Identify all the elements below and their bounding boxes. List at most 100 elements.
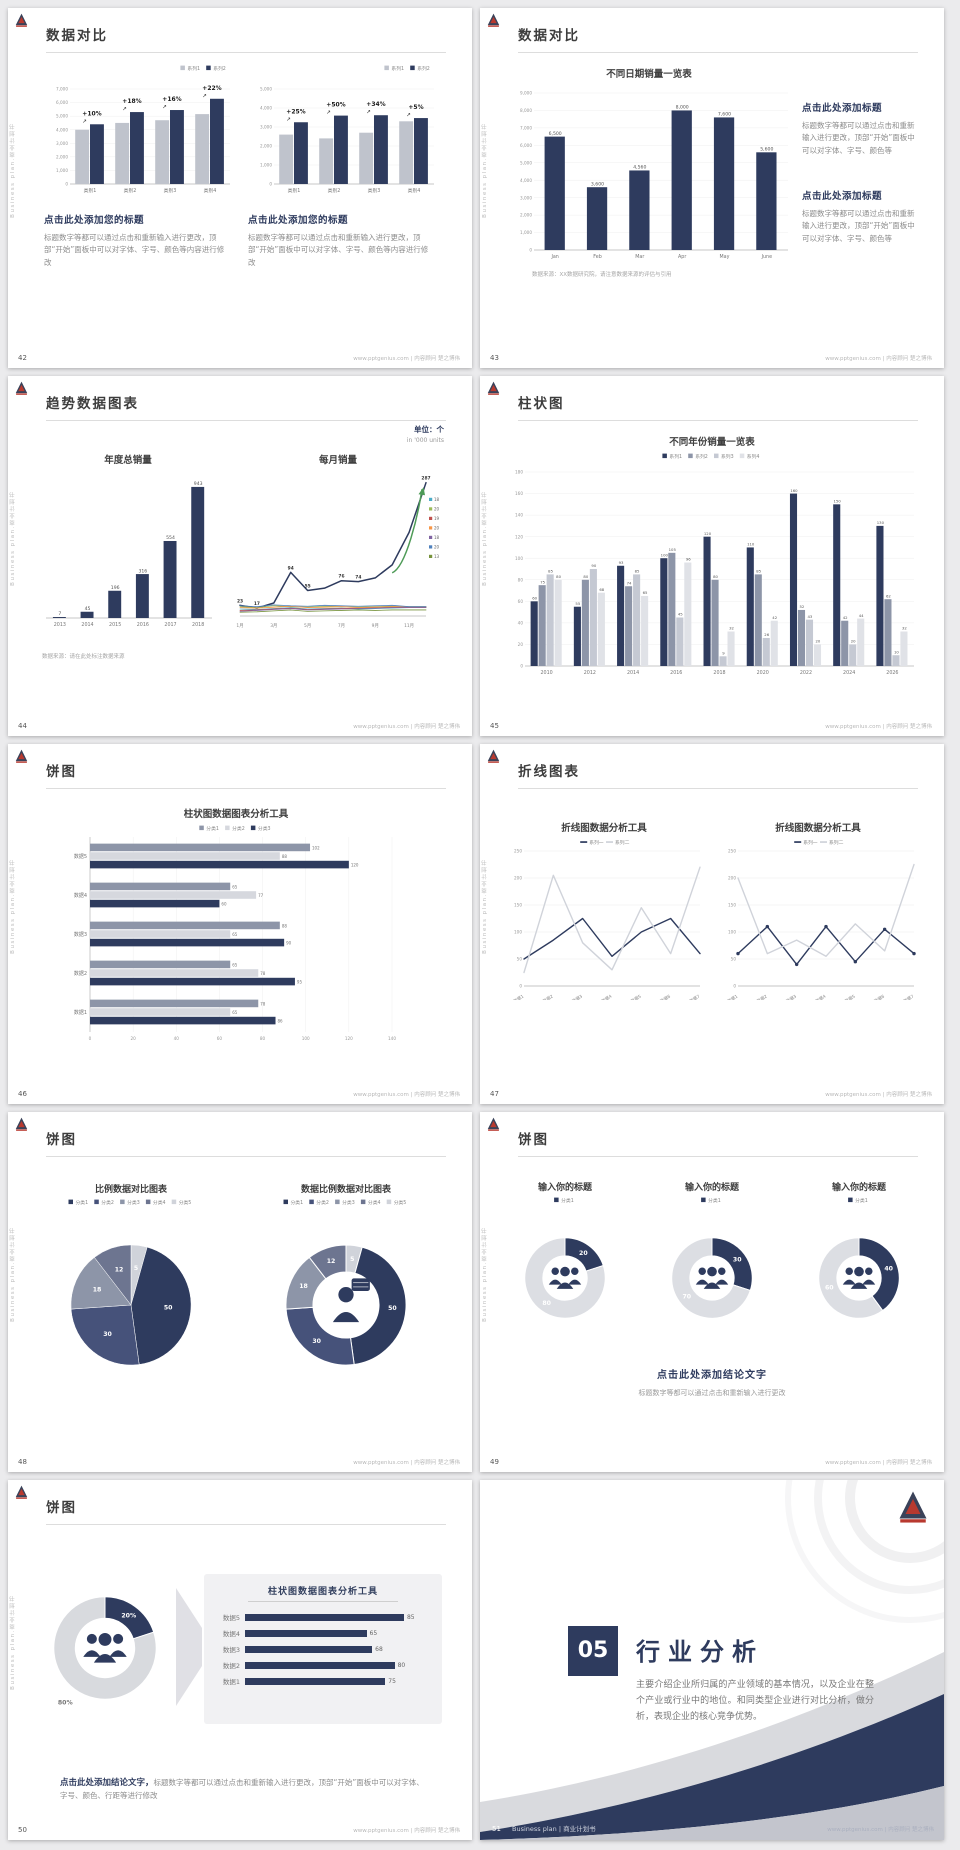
logo-icon xyxy=(15,1117,28,1131)
svg-text:Apr: Apr xyxy=(678,254,686,260)
svg-text:40: 40 xyxy=(174,1036,180,1041)
row-label: 数据4 xyxy=(222,1630,240,1638)
svg-text:数据4: 数据4 xyxy=(74,892,87,899)
svg-text:0: 0 xyxy=(65,182,68,187)
donut-chart: 数据比例数据对比图表 分类1 分类2 分类3 分类4 分类5 5 50 30 18 12 xyxy=(246,1182,446,1400)
block-body: 标题数字等都可以通过点击和重新输入进行更改，顶部“开始”面板中可以对字体、字号、… xyxy=(802,209,915,243)
svg-text:110: 110 xyxy=(747,542,755,547)
svg-text:June: June xyxy=(761,254,772,260)
chart-canvas: 年度总销量 2013 7 2014 45 2015 196 2016 316 2017 554 201… xyxy=(46,454,212,628)
slide-46[interactable]: Business plan.商业计划书 饼图 柱状图数据图表分析工具 分类1 分类2… xyxy=(8,744,472,1104)
svg-text:分类1: 分类1 xyxy=(291,1199,304,1206)
svg-text:160: 160 xyxy=(515,491,523,496)
svg-text:75: 75 xyxy=(540,579,545,584)
slide-47[interactable]: Business plan.商业计划书 折线图表 折线图数据分析工具 系列一 系列二… xyxy=(480,744,944,1104)
conclusion-heading: 点击此处添加结论文字 xyxy=(657,1370,767,1381)
svg-text:0: 0 xyxy=(529,248,532,253)
svg-text:输入你的标题: 输入你的标题 xyxy=(685,1181,740,1193)
sidebar-vertical-text: Business plan.商业计划书 xyxy=(10,1594,16,1690)
grouped-bar-chart-right: 系列1 系列2 0 1,000 2,000 3,000 4,000 5,000 类别1 +25% ↗… xyxy=(248,64,436,196)
svg-text:120: 120 xyxy=(351,862,359,867)
svg-text:May: May xyxy=(720,254,730,260)
svg-text:52: 52 xyxy=(800,604,805,609)
svg-text:100: 100 xyxy=(514,930,522,935)
svg-text:42: 42 xyxy=(772,615,777,620)
svg-text:↗: ↗ xyxy=(82,119,87,125)
slide-45[interactable]: Business plan.商业计划书 柱状图 不同年份销量一览表 系列1 系列2 系… xyxy=(480,376,944,736)
svg-text:105: 105 xyxy=(669,547,677,552)
svg-text:数据6: 数据6 xyxy=(659,993,672,1000)
conclusion-bold: 点击此处添加结论文字， xyxy=(60,1778,154,1788)
svg-text:50: 50 xyxy=(388,1305,397,1312)
title-divider xyxy=(518,1156,918,1157)
slide-title: 柱状图 xyxy=(518,396,565,412)
svg-text:9,000: 9,000 xyxy=(520,91,532,96)
slide-44[interactable]: Business plan.商业计划书 趋势数据图表 单位：个 in '000 … xyxy=(8,376,472,736)
sidebar-vertical-text: Business plan.商业计划书 xyxy=(482,490,488,586)
svg-text:287: 287 xyxy=(421,476,430,482)
svg-text:1,000: 1,000 xyxy=(56,168,68,173)
logo-icon xyxy=(487,1117,500,1131)
svg-text:20: 20 xyxy=(579,1250,588,1257)
row-value: 75 xyxy=(388,1677,396,1685)
svg-text:9月: 9月 xyxy=(372,623,379,629)
slide-title: 趋势数据图表 xyxy=(46,396,139,412)
footer-site: www.pptgenius.com | 内容顾问 楚之博伟 xyxy=(353,1828,460,1834)
svg-text:12: 12 xyxy=(115,1267,124,1274)
sidebar-vertical-text: Business plan.商业计划书 xyxy=(482,122,488,218)
svg-text:数据6: 数据6 xyxy=(873,993,886,1000)
svg-text:数据3: 数据3 xyxy=(74,931,87,938)
page-number: 48 xyxy=(18,1458,27,1466)
svg-text:196: 196 xyxy=(111,585,120,591)
svg-text:140: 140 xyxy=(515,513,523,518)
svg-text:+22%: +22% xyxy=(202,85,221,92)
svg-text:65: 65 xyxy=(643,590,648,595)
grouped-bar-chart-left: 系列1 系列2 0 1,000 2,000 3,000 4,000 5,000 6,000 7,0… xyxy=(44,64,232,196)
svg-text:96: 96 xyxy=(686,557,691,562)
svg-text:系列2: 系列2 xyxy=(213,65,226,72)
bar-chart-daily-sales: 不同日期销量一览表 0 1,000 2,000 3,000 4,000 5,000 6,000… xyxy=(508,66,790,262)
svg-text:76: 76 xyxy=(338,574,344,580)
row-bars: 数据5 85 数据4 65 数据3 68 数据2 80 数据1 75 xyxy=(204,1609,442,1689)
svg-text:10: 10 xyxy=(894,649,899,654)
svg-text:55: 55 xyxy=(305,583,311,589)
svg-text:5: 5 xyxy=(134,1265,138,1272)
sidebar-vertical-text: Business plan.商业计划书 xyxy=(10,490,16,586)
slide-49[interactable]: Business plan.商业计划书 饼图 输入你的标题 分类1 20 80 输入你… xyxy=(480,1112,944,1472)
svg-text:数据1: 数据1 xyxy=(74,1009,87,1016)
svg-text:60: 60 xyxy=(532,596,537,601)
svg-text:分类4: 分类4 xyxy=(153,1199,166,1206)
svg-text:系列3: 系列3 xyxy=(721,453,734,460)
slide-51-section-divider[interactable]: 05 行业分析 主要介绍企业所归属的产业领域的基本情况，以及企业在整个产业或行业… xyxy=(480,1480,944,1840)
slide-43[interactable]: Business plan.商业计划书 数据对比 不同日期销量一览表 0 1,000… xyxy=(480,8,944,368)
chart-canvas: 系列1 系列2 0 1,000 2,000 3,000 4,000 5,000 类别1 +25% ↗… xyxy=(260,65,434,194)
conclusion-rest: 标题数字等都可以通过点击和重新输入进行更改，顶部“开始”面板中可以对字体、字号、… xyxy=(60,1778,424,1801)
svg-text:20%: 20% xyxy=(121,1612,136,1619)
svg-text:30: 30 xyxy=(103,1331,112,1338)
svg-text:88: 88 xyxy=(282,854,288,859)
svg-text:20: 20 xyxy=(518,642,524,647)
svg-text:类别2: 类别2 xyxy=(124,187,137,194)
chart-canvas: 系列1 系列2 0 1,000 2,000 3,000 4,000 5,000 6,000 7,0… xyxy=(56,65,230,194)
slide-50[interactable]: Business plan.商业计划书 饼图 20% 80% 柱状图数据图表分析工… xyxy=(8,1480,472,1840)
svg-text:32: 32 xyxy=(729,626,734,631)
svg-text:62: 62 xyxy=(886,593,891,598)
slide-42[interactable]: Business plan.商业计划书 数据对比 系列1 系列2 0 1,000 2,0… xyxy=(8,8,472,368)
block-heading: 点击此处添加您的标题 xyxy=(44,215,145,226)
logo-icon xyxy=(15,749,28,763)
svg-text:分类2: 分类2 xyxy=(101,1199,114,1206)
sidebar-vertical-text: Business plan.商业计划书 xyxy=(482,858,488,954)
svg-text:比例数据对比图表: 比例数据对比图表 xyxy=(95,1183,168,1195)
svg-text:6,500: 6,500 xyxy=(549,131,562,137)
svg-text:85: 85 xyxy=(548,569,553,574)
svg-text:65: 65 xyxy=(232,962,238,967)
horizontal-bar-chart: 柱状图数据图表分析工具 分类1 分类2 分类3 0 20 40 60 80 100 120 140 数据… xyxy=(64,806,408,1044)
slide-48[interactable]: Business plan.商业计划书 饼图 比例数据对比图表 分类1 分类2 分类3… xyxy=(8,1112,472,1472)
svg-text:系列1: 系列1 xyxy=(187,65,200,72)
row-value: 80 xyxy=(397,1661,406,1669)
logo-icon xyxy=(15,1485,28,1499)
sidebar-vertical-text: Business plan.商业计划书 xyxy=(10,122,16,218)
